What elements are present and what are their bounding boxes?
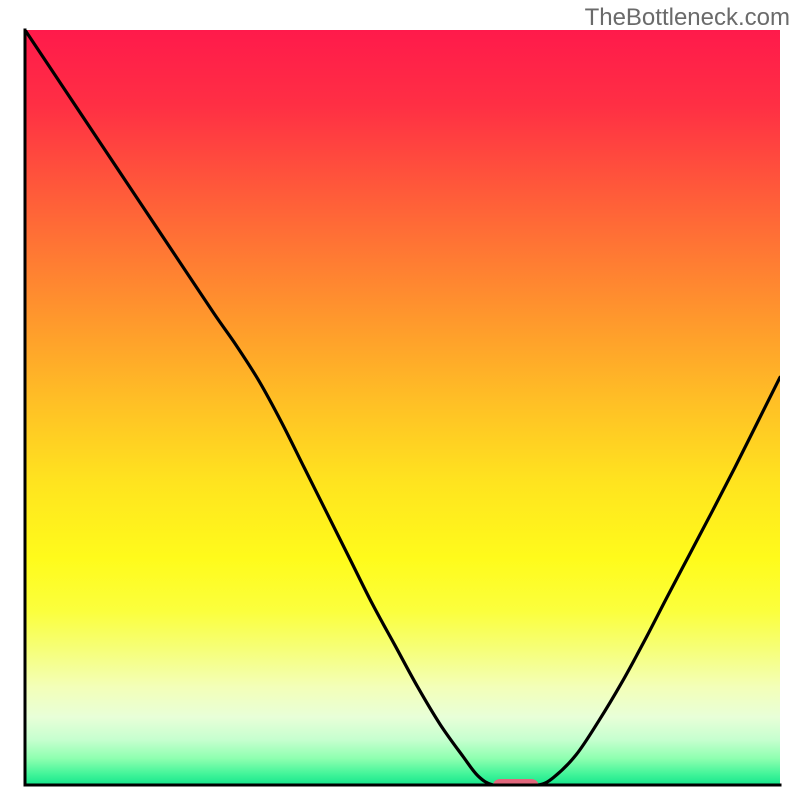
chart-svg	[0, 0, 800, 800]
plot-area	[25, 30, 780, 791]
gradient-background	[25, 30, 780, 785]
bottleneck-chart: TheBottleneck.com	[0, 0, 800, 800]
